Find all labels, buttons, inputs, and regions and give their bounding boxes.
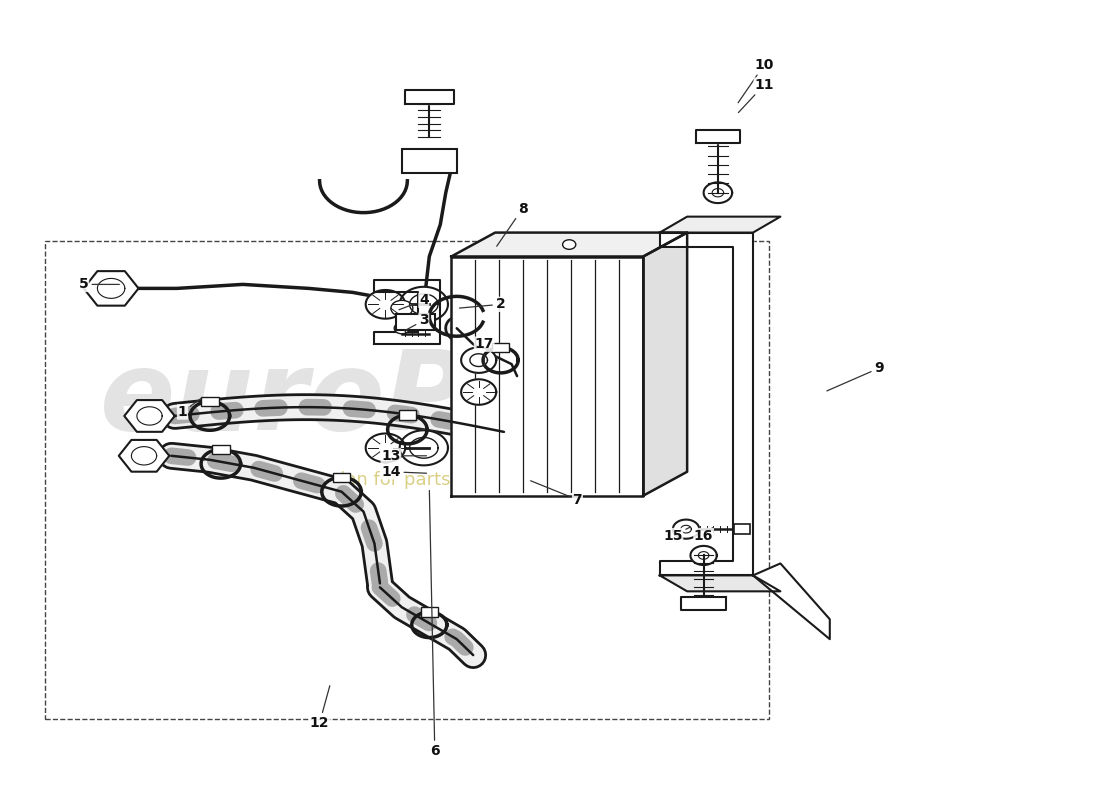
Polygon shape <box>399 287 448 322</box>
FancyBboxPatch shape <box>212 445 230 454</box>
Polygon shape <box>754 563 829 639</box>
FancyBboxPatch shape <box>420 607 438 617</box>
Polygon shape <box>461 347 496 373</box>
Circle shape <box>390 300 412 316</box>
Text: 1: 1 <box>177 398 202 419</box>
Text: 16: 16 <box>694 527 713 542</box>
Polygon shape <box>451 257 644 496</box>
Polygon shape <box>365 290 405 318</box>
Polygon shape <box>660 233 754 575</box>
Polygon shape <box>644 233 688 496</box>
Bar <box>402 149 456 173</box>
Polygon shape <box>461 379 496 405</box>
Text: 12: 12 <box>310 686 330 730</box>
Text: 10: 10 <box>738 58 773 102</box>
Text: 17: 17 <box>474 337 494 366</box>
Text: 14: 14 <box>382 465 427 478</box>
Text: 11: 11 <box>738 78 773 113</box>
Polygon shape <box>374 281 440 344</box>
Bar <box>396 314 435 330</box>
Polygon shape <box>119 440 169 472</box>
Bar <box>45 241 769 719</box>
Polygon shape <box>365 434 405 462</box>
FancyBboxPatch shape <box>332 473 350 482</box>
Polygon shape <box>405 90 454 104</box>
Text: a passion for parts since 1985: a passion for parts since 1985 <box>282 470 554 489</box>
Polygon shape <box>399 430 448 466</box>
Text: 6: 6 <box>429 490 440 758</box>
Circle shape <box>394 322 409 334</box>
Text: 13: 13 <box>382 449 427 463</box>
FancyBboxPatch shape <box>201 397 219 406</box>
Polygon shape <box>124 400 175 432</box>
Text: 2: 2 <box>460 298 506 311</box>
Text: 7: 7 <box>530 481 582 506</box>
Polygon shape <box>660 217 780 233</box>
FancyBboxPatch shape <box>492 342 509 352</box>
Bar <box>735 523 750 534</box>
Polygon shape <box>695 130 740 143</box>
Polygon shape <box>84 271 139 306</box>
Circle shape <box>562 240 575 250</box>
Text: euroPes: euroPes <box>100 346 605 454</box>
Text: 4: 4 <box>399 294 429 310</box>
FancyBboxPatch shape <box>398 410 416 420</box>
Polygon shape <box>704 182 733 203</box>
Text: 9: 9 <box>827 361 884 391</box>
Text: 8: 8 <box>497 202 527 246</box>
Text: 5: 5 <box>79 278 119 291</box>
Polygon shape <box>660 575 780 591</box>
Polygon shape <box>681 597 726 610</box>
Text: 3: 3 <box>405 314 429 331</box>
Text: 15: 15 <box>663 527 690 542</box>
Polygon shape <box>451 233 688 257</box>
Polygon shape <box>691 546 717 565</box>
Polygon shape <box>673 519 700 538</box>
